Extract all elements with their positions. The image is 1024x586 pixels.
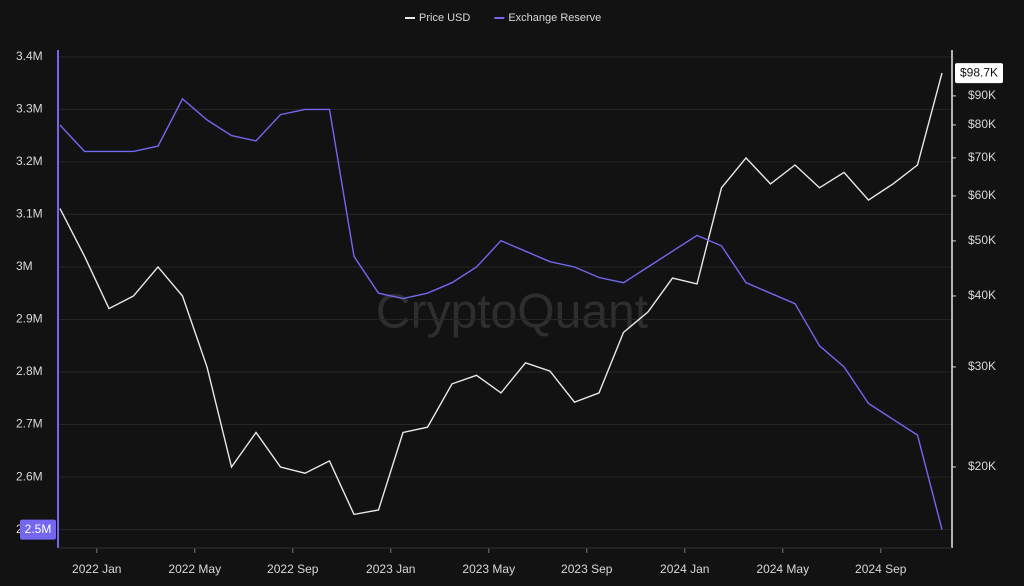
y2-tick-label: $20K <box>968 459 996 473</box>
y2-tick-label: $60K <box>968 188 996 202</box>
x-tick-label: 2023 May <box>462 562 515 576</box>
y-tick-label: 2.6M <box>16 469 43 483</box>
x-tick-label: 2022 Jan <box>72 562 121 576</box>
y-tick-label: 2.8M <box>16 364 43 378</box>
y2-tick-label: $90K <box>968 88 996 102</box>
series-line <box>59 97 943 530</box>
x-tick-label: 2024 May <box>756 562 809 576</box>
watermark: CryptoQuant <box>376 286 648 339</box>
x-tick-label: 2023 Sep <box>561 562 613 576</box>
y2-tick-label: $30K <box>968 359 996 373</box>
legend-label: Exchange Reserve <box>508 12 601 24</box>
y-tick-label: 2.9M <box>16 312 43 326</box>
y-tick-label: 3M <box>16 259 33 273</box>
value-label: 2.5M <box>25 522 52 536</box>
y-tick-label: 3.1M <box>16 207 43 221</box>
series-line <box>59 72 943 516</box>
value-flag <box>955 63 1003 84</box>
value-label: $98.7K <box>960 65 998 79</box>
y-tick-label: 3.2M <box>16 154 43 168</box>
y-tick-label: 3.4M <box>16 49 43 63</box>
x-tick-label: 2024 Sep <box>855 562 907 576</box>
y2-tick-label: $70K <box>968 150 996 164</box>
y-tick-label: 3.3M <box>16 102 43 116</box>
y-tick-label: 2.7M <box>16 417 43 431</box>
y2-tick-label: $40K <box>968 288 996 302</box>
legend-label: Price USD <box>419 12 470 24</box>
value-flag <box>20 519 56 540</box>
x-tick-label: 2022 May <box>168 562 221 576</box>
x-tick-label: 2023 Jan <box>366 562 415 576</box>
y2-tick-label: $80K <box>968 117 996 131</box>
y2-tick-label: $50K <box>968 233 996 247</box>
x-tick-label: 2022 Sep <box>267 562 319 576</box>
x-tick-label: 2024 Jan <box>660 562 709 576</box>
